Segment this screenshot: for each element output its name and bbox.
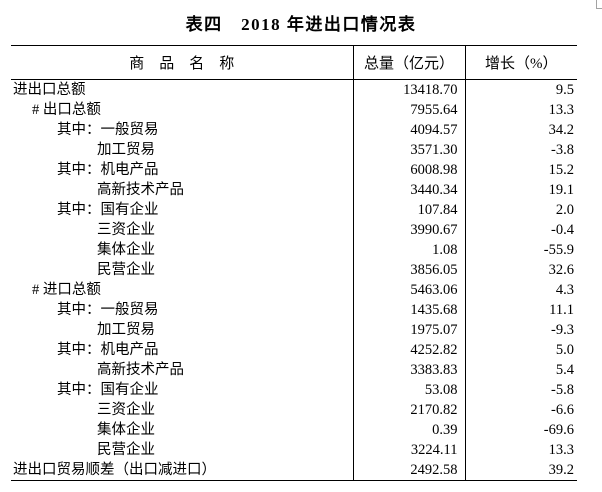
row-growth-cell: -9.3 bbox=[464, 320, 577, 340]
row-total-cell: 6008.98 bbox=[352, 160, 465, 180]
row-label-cell: 进出口总额 bbox=[13, 82, 86, 98]
table-row: # 出口总额 7955.64 13.3 bbox=[11, 100, 577, 120]
table-row: 其中：一般贸易 4094.57 34.2 bbox=[11, 120, 577, 140]
table-row: 其中：国有企业 107.84 2.0 bbox=[11, 200, 577, 220]
row-total-cell: 3440.34 bbox=[352, 180, 465, 200]
row-label-cell: # 进口总额 bbox=[32, 282, 101, 298]
row-growth-cell: -5.8 bbox=[464, 380, 577, 400]
page-title: 表四 2018 年进出口情况表 bbox=[185, 15, 417, 34]
row-total-cell: 2170.82 bbox=[352, 400, 465, 420]
row-total-cell: 1.08 bbox=[352, 240, 465, 260]
row-total-cell: 4252.82 bbox=[352, 340, 465, 360]
row-label-cell: 三资企业 bbox=[97, 222, 155, 238]
row-label-cell: 其中：一般贸易 bbox=[57, 302, 159, 318]
row-label-cell: 民营企业 bbox=[97, 262, 155, 278]
row-label-cell: 集体企业 bbox=[97, 422, 155, 438]
row-label-cell: 高新技术产品 bbox=[97, 362, 184, 378]
table-row: 进出口总额 13418.70 9.5 bbox=[11, 79, 577, 100]
table-row: 其中：机电产品 6008.98 15.2 bbox=[11, 160, 577, 180]
row-total-cell: 13418.70 bbox=[352, 79, 465, 100]
table-row: 其中：机电产品 4252.82 5.0 bbox=[11, 340, 577, 360]
col-header-total: 总量（亿元） bbox=[352, 45, 465, 80]
row-total-cell: 0.39 bbox=[352, 420, 465, 440]
row-growth-cell: 9.5 bbox=[464, 79, 577, 100]
row-total-cell: 3224.11 bbox=[352, 440, 465, 460]
row-total-cell: 107.84 bbox=[352, 200, 465, 220]
row-growth-cell: -55.9 bbox=[464, 240, 577, 260]
row-label-cell: 进出口贸易顺差（出口减进口） bbox=[13, 462, 216, 478]
row-total-cell: 4094.57 bbox=[352, 120, 465, 140]
row-total-cell: 5463.06 bbox=[352, 280, 465, 300]
row-growth-cell: -0.4 bbox=[464, 220, 577, 240]
table-row: 三资企业 3990.67 -0.4 bbox=[11, 220, 577, 240]
row-growth-cell: 39.2 bbox=[464, 460, 577, 481]
row-total-cell: 2492.58 bbox=[352, 460, 465, 481]
row-growth-cell: 34.2 bbox=[464, 120, 577, 140]
row-total-cell: 3856.05 bbox=[352, 260, 465, 280]
row-label-cell: 其中：国有企业 bbox=[57, 202, 159, 218]
row-growth-cell: -6.6 bbox=[464, 400, 577, 420]
table-row: 进出口贸易顺差（出口减进口） 2492.58 39.2 bbox=[11, 460, 577, 481]
row-growth-cell: 2.0 bbox=[464, 200, 577, 220]
text-boundary-corner-mark bbox=[596, 0, 602, 9]
row-growth-cell: 13.3 bbox=[464, 100, 577, 120]
row-growth-cell: 32.6 bbox=[464, 260, 577, 280]
row-label-cell: 民营企业 bbox=[97, 442, 155, 458]
table-row: 其中：一般贸易 1435.68 11.1 bbox=[11, 300, 577, 320]
row-growth-cell: 19.1 bbox=[464, 180, 577, 200]
col-header-growth: 增长（%） bbox=[464, 45, 577, 80]
row-growth-cell: 15.2 bbox=[464, 160, 577, 180]
row-total-cell: 53.08 bbox=[352, 380, 465, 400]
row-growth-cell: -69.6 bbox=[464, 420, 577, 440]
table-row: 其中：国有企业 53.08 -5.8 bbox=[11, 380, 577, 400]
table-row: 民营企业 3224.11 13.3 bbox=[11, 440, 577, 460]
row-label-cell: # 出口总额 bbox=[32, 102, 101, 118]
import-export-table: 商 品 名 称 总量（亿元） 增长（%） 进出口总额 13418.70 9.5 … bbox=[11, 45, 577, 481]
row-total-cell: 7955.64 bbox=[352, 100, 465, 120]
row-total-cell: 1975.07 bbox=[352, 320, 465, 340]
row-label-cell: 加工贸易 bbox=[97, 322, 155, 338]
header-row: 商 品 名 称 总量（亿元） 增长（%） bbox=[11, 45, 577, 80]
row-total-cell: 3571.30 bbox=[352, 140, 465, 160]
table-row: # 进口总额 5463.06 4.3 bbox=[11, 280, 577, 300]
row-growth-cell: 11.1 bbox=[464, 300, 577, 320]
row-growth-cell: 5.4 bbox=[464, 360, 577, 380]
table-row: 高新技术产品 3440.34 19.1 bbox=[11, 180, 577, 200]
row-label-cell: 其中：机电产品 bbox=[57, 342, 159, 358]
row-growth-cell: -3.8 bbox=[464, 140, 577, 160]
row-label-cell: 其中：机电产品 bbox=[57, 162, 159, 178]
row-total-cell: 3383.83 bbox=[352, 360, 465, 380]
table-row: 高新技术产品 3383.83 5.4 bbox=[11, 360, 577, 380]
row-label-cell: 三资企业 bbox=[97, 402, 155, 418]
row-label-cell: 加工贸易 bbox=[97, 142, 155, 158]
row-growth-cell: 13.3 bbox=[464, 440, 577, 460]
table-row: 集体企业 1.08 -55.9 bbox=[11, 240, 577, 260]
col-header-product-name: 商 品 名 称 bbox=[11, 45, 353, 80]
table-row: 加工贸易 3571.30 -3.8 bbox=[11, 140, 577, 160]
row-label-cell: 高新技术产品 bbox=[97, 182, 184, 198]
row-growth-cell: 4.3 bbox=[464, 280, 577, 300]
row-total-cell: 1435.68 bbox=[352, 300, 465, 320]
table-row: 集体企业 0.39 -69.6 bbox=[11, 420, 577, 440]
row-growth-cell: 5.0 bbox=[464, 340, 577, 360]
table-row: 三资企业 2170.82 -6.6 bbox=[11, 400, 577, 420]
table-row: 民营企业 3856.05 32.6 bbox=[11, 260, 577, 280]
row-label-cell: 其中：一般贸易 bbox=[57, 122, 159, 138]
table-row: 加工贸易 1975.07 -9.3 bbox=[11, 320, 577, 340]
row-label-cell: 集体企业 bbox=[97, 242, 155, 258]
row-label-cell: 其中：国有企业 bbox=[57, 382, 159, 398]
row-total-cell: 3990.67 bbox=[352, 220, 465, 240]
